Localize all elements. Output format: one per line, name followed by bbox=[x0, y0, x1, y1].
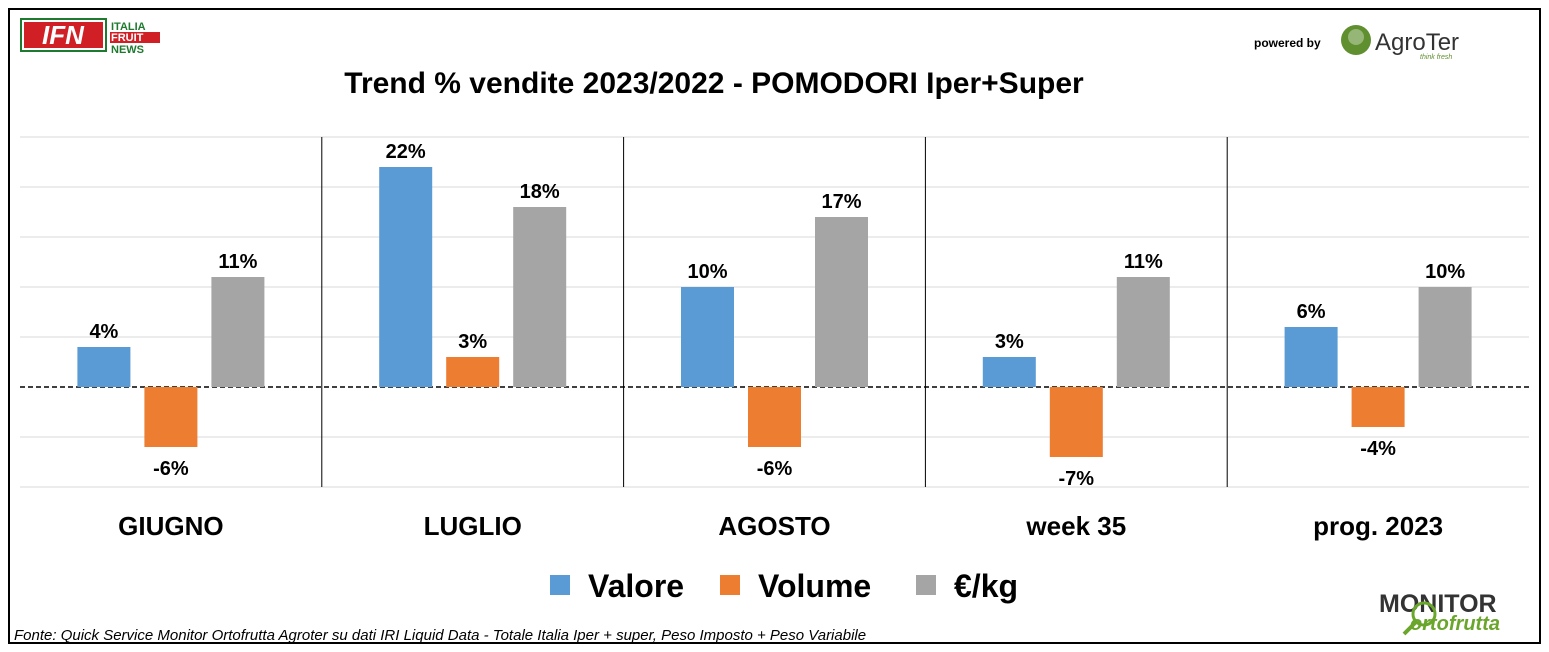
legend-label-valore: Valore bbox=[588, 568, 684, 604]
data-label-eurokg: 10% bbox=[1425, 261, 1465, 283]
bar-eurokg bbox=[211, 277, 265, 387]
data-label-eurokg: 11% bbox=[1124, 251, 1163, 273]
monitor-line1: MONITOR bbox=[1379, 590, 1497, 618]
data-label-volume: -7% bbox=[1059, 468, 1095, 490]
data-label-valore: 6% bbox=[1297, 301, 1326, 323]
chart-title: Trend % vendite 2023/2022 - POMODORI Ipe… bbox=[344, 67, 1084, 100]
ifn-logo-mark: IFN bbox=[42, 20, 85, 50]
magnifier-handle bbox=[1402, 620, 1418, 636]
magnifier-icon bbox=[1411, 601, 1437, 627]
tree-icon-crown bbox=[1348, 29, 1364, 45]
footnote: Fonte: Quick Service Monitor Ortofrutta … bbox=[14, 627, 866, 642]
data-label-valore: 22% bbox=[386, 141, 426, 163]
legend-swatch-valore bbox=[550, 575, 570, 595]
bar-eurokg bbox=[1116, 277, 1170, 387]
agroter-name: AgroTer bbox=[1375, 29, 1459, 56]
legend-swatch-volume bbox=[720, 575, 740, 595]
data-label-eurokg: 11% bbox=[218, 251, 257, 273]
ifn-logo-line2: FRUIT bbox=[111, 32, 144, 44]
legend-swatch-eurokg bbox=[916, 575, 936, 595]
bar-eurokg bbox=[513, 207, 567, 387]
bar-volume bbox=[144, 387, 198, 447]
ifn-logo-field bbox=[24, 22, 103, 48]
bar-valore bbox=[681, 287, 734, 387]
category-label: week 35 bbox=[1025, 511, 1126, 541]
category-label: prog. 2023 bbox=[1313, 511, 1443, 541]
data-label-valore: 4% bbox=[89, 321, 118, 343]
bar-valore bbox=[379, 167, 433, 387]
bar-valore bbox=[982, 357, 1036, 387]
ifn-logo-band bbox=[110, 32, 160, 43]
bar-eurokg bbox=[1418, 287, 1472, 387]
data-label-eurokg: 18% bbox=[520, 181, 560, 203]
ifn-logo-line1: ITALIA bbox=[111, 21, 146, 33]
data-label-valore: 3% bbox=[995, 331, 1024, 353]
data-label-valore: 10% bbox=[687, 261, 727, 283]
bar-volume bbox=[446, 357, 500, 387]
agroter-tagline: think fresh bbox=[1420, 54, 1452, 61]
legend-label-volume: Volume bbox=[758, 568, 871, 604]
bar-volume bbox=[748, 387, 801, 447]
tree-icon bbox=[1341, 25, 1371, 55]
category-label: GIUGNO bbox=[118, 511, 223, 541]
category-label: LUGLIO bbox=[424, 511, 522, 541]
bar-volume bbox=[1049, 387, 1103, 457]
ifn-logo-line3: NEWS bbox=[111, 44, 144, 56]
powered-by-text: powered by bbox=[1254, 36, 1321, 50]
data-label-volume: -6% bbox=[757, 458, 793, 480]
data-label-volume: -4% bbox=[1360, 438, 1396, 460]
data-label-eurokg: 17% bbox=[821, 191, 861, 213]
legend-label-eurokg: €/kg bbox=[954, 568, 1018, 604]
bar-valore bbox=[1284, 327, 1338, 387]
data-label-volume: 3% bbox=[458, 331, 487, 353]
bar-valore bbox=[77, 347, 131, 387]
bar-volume bbox=[1351, 387, 1405, 427]
data-label-volume: -6% bbox=[153, 458, 189, 480]
category-label: AGOSTO bbox=[718, 511, 830, 541]
bar-eurokg bbox=[815, 217, 868, 387]
chart-frame: IFN ITALIA FRUIT NEWS powered by AgroTer think… bbox=[8, 8, 1541, 644]
